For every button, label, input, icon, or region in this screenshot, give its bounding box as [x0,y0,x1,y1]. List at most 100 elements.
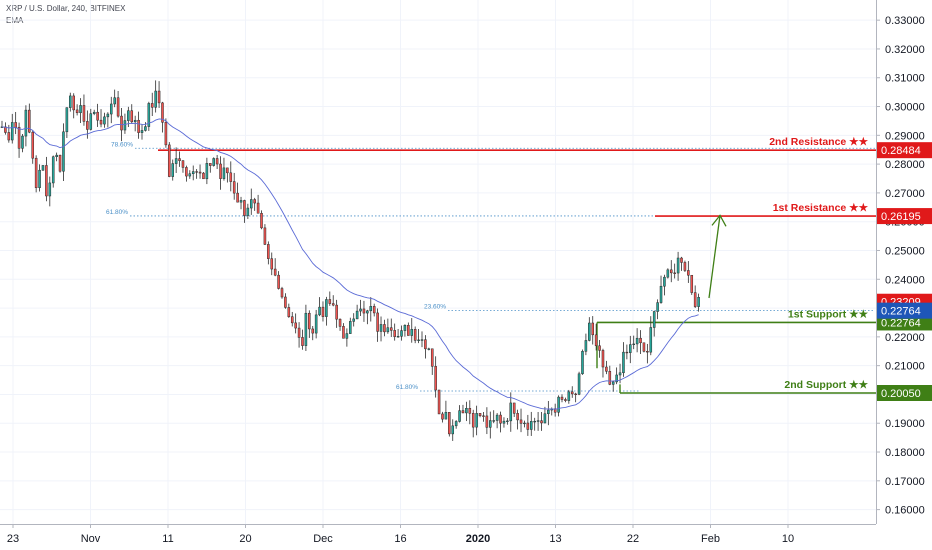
candle-up [386,327,390,333]
candle-up [697,296,700,307]
candle-down [301,337,304,346]
time-tick-label: Feb [701,533,720,545]
candle-up [352,318,355,322]
candle-down [564,399,567,401]
candle-down [294,322,297,329]
candle-down [270,258,274,270]
candle-up [547,409,550,415]
candle-up [249,199,253,209]
candle-down [226,167,229,174]
candle-down [209,163,212,166]
time-tick-label: 16 [394,533,406,545]
candle-down [232,181,236,194]
candle-down [273,268,277,276]
candle-down [31,131,35,159]
candle-down [178,158,181,161]
price-tick-label: 0.16000 [885,505,925,517]
candle-down [430,348,434,367]
level-price-tag-label: 0.20050 [881,388,921,400]
candle-down [642,342,646,352]
candle-up [65,107,69,133]
candle-down [297,327,301,338]
candle-down [287,307,291,317]
chart-grid [0,0,876,524]
price-tick-label: 0.27000 [885,188,925,200]
candle-down [321,306,325,317]
fib-label: 23.60% [424,304,446,311]
candle-up [10,122,14,141]
price-tick-label: 0.33000 [885,15,925,27]
candle-down [14,122,17,128]
fib-label: 61.80% [396,384,418,391]
candle-down [181,160,185,168]
candle-down [277,274,280,289]
candle-up [79,105,82,114]
level-label: 2nd Support ★★ [784,379,868,391]
candle-down [290,316,294,324]
candle-up [584,340,588,352]
candle-up [113,97,116,105]
candle-down [308,312,311,330]
candle-up [144,126,147,131]
candle-down [72,95,75,111]
candle-up [345,333,349,339]
candle-up [588,322,591,341]
candle-down [591,322,595,336]
candle-up [475,413,478,428]
candle-down [434,366,437,391]
fib-label: 61.80% [106,209,128,216]
candle-up [359,308,362,312]
ema-line [1,118,699,410]
candle-down [161,102,164,123]
candle-down [164,122,168,146]
candle-down [570,391,574,395]
time-tick-label: 20 [239,533,251,545]
candle-up [492,420,495,422]
candle-up [506,420,509,422]
candle-up [41,165,45,171]
candle-up [557,396,560,413]
candle-up [379,324,383,332]
candle-up [454,421,458,427]
price-tick-label: 0.30000 [885,102,925,114]
candle-up [676,257,680,274]
candle-up [147,103,151,127]
level-label: 1st Support ★★ [788,308,869,320]
candle-up [611,381,615,385]
price-tick-label: 0.19000 [885,418,925,430]
candle-down [516,413,519,421]
price-tick-label: 0.32000 [885,44,925,56]
price-axis-tags: 0.284840.261950.227640.200500.232090.227… [877,142,932,401]
candle-up [444,412,448,420]
candle-down [82,105,86,122]
candle-down [45,165,48,197]
price-tick-label: 0.18000 [885,447,925,459]
candle-down [280,288,284,298]
candle-up [55,154,58,157]
candle-up [543,413,547,424]
candle-down [683,262,687,271]
candle-down [342,326,345,339]
candle-up [21,135,24,149]
candle-up [325,299,328,317]
candlestick-series [0,80,700,441]
candle-up [403,325,407,331]
candle-up [536,420,540,422]
candle-down [669,269,673,274]
candle-down [195,171,198,173]
candle-down [215,158,219,165]
candle-down [253,199,256,204]
candle-up [649,327,653,353]
candle-up [366,310,369,314]
ema-price-tag [877,302,932,319]
candle-up [652,311,656,328]
level-price-tag-label: 0.22764 [881,317,921,329]
candle-up [417,339,420,341]
candle-down [185,167,188,177]
candle-up [48,182,52,197]
candle-down [260,213,263,229]
candle-down [362,308,366,314]
candle-down [116,97,120,117]
candle-up [509,402,513,422]
